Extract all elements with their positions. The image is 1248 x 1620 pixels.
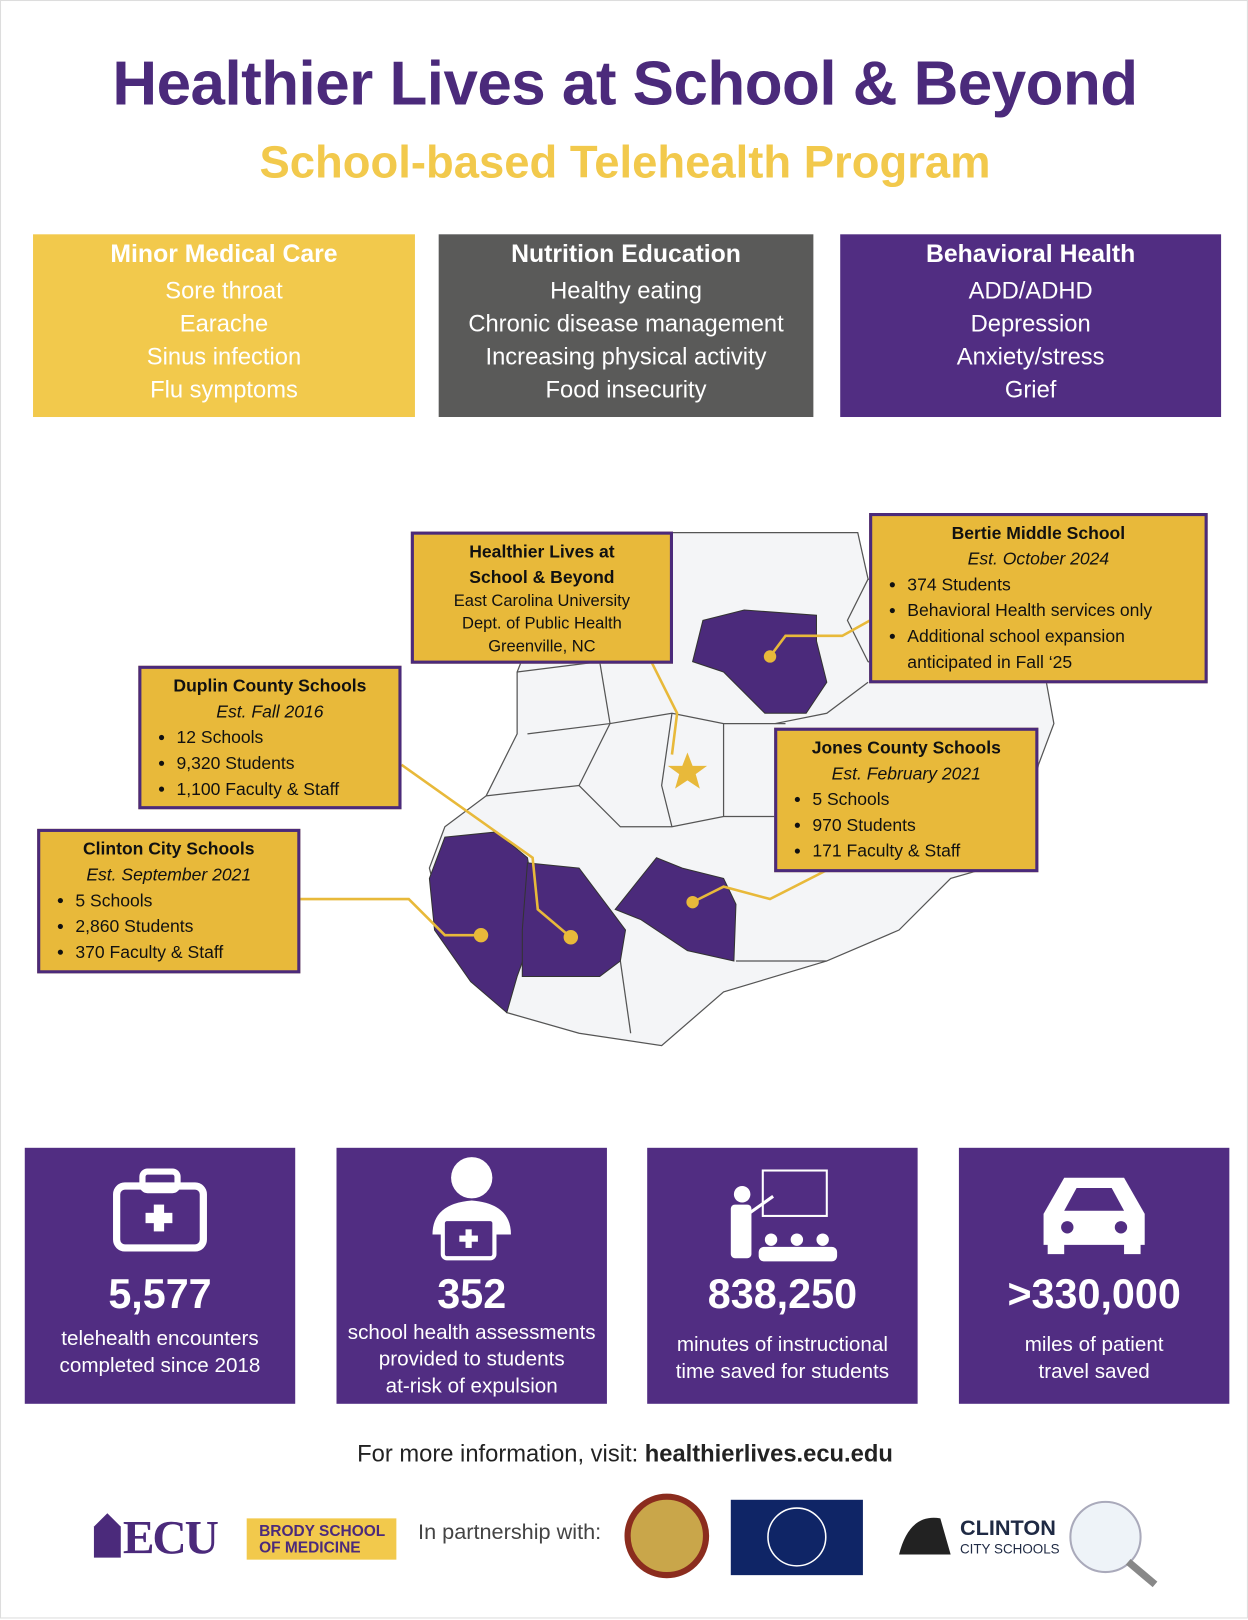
service-title: Behavioral Health <box>926 240 1136 269</box>
service-item: Increasing physical activity <box>485 342 767 370</box>
stat-icons <box>113 1157 1145 1262</box>
site-est: Est. Fall 2016 <box>216 701 324 722</box>
stat-label: provided to students <box>378 1348 565 1371</box>
service-item: Grief <box>1004 375 1057 403</box>
brody-text: OF MEDICINE <box>259 1539 361 1557</box>
clinton-sub: CITY SCHOOLS <box>959 1541 1060 1557</box>
service-title: Nutrition Education <box>511 240 741 269</box>
site-title: Clinton City Schools <box>82 839 255 859</box>
site-list: 5 Schools2,860 Students370 Faculty & Sta… <box>49 888 290 965</box>
stat-label: travel saved <box>1038 1360 1150 1384</box>
stat-label-block: telehealth encounters completed since 201… <box>25 1325 295 1379</box>
hub-line: East Carolina University <box>453 592 631 611</box>
title: Healthier Lives at School & Beyond <box>112 48 1138 118</box>
site-item: 5 Schools <box>812 787 1027 813</box>
site-title: Jones County Schools <box>811 738 1001 758</box>
site-item: 374 Students <box>907 572 1196 598</box>
logos <box>93 1493 1158 1588</box>
site-dots <box>473 650 777 945</box>
site-item: 2,860 Students <box>75 913 289 939</box>
brody-text: BRODY SCHOOL <box>259 1522 386 1541</box>
site-item: Behavioral Health services only <box>907 598 1196 624</box>
site-item: 5 Schools <box>75 888 289 914</box>
site-list: 5 Schools970 Students171 Faculty & Staff <box>786 787 1028 864</box>
info-line: For more information, visit: healthierli… <box>1 1440 1248 1468</box>
stat-label: minutes of instructional <box>676 1333 888 1357</box>
stat-value: 838,250 <box>707 1271 858 1318</box>
hub-title: School & Beyond <box>469 567 615 588</box>
service-item: Food insecurity <box>545 375 707 403</box>
stat-label: time saved for students <box>675 1360 890 1384</box>
site-callout: Jones County Schools Est. February 2021 5 … <box>774 727 1039 873</box>
stat-box: 838,250 minutes of instructional time save… <box>647 1147 918 1404</box>
site-list: 12 Schools9,320 Students1,100 Faculty & … <box>150 725 391 802</box>
stat-label: at-risk of expulsion <box>385 1374 558 1398</box>
hub-callout: Healthier Lives at School & Beyond East Ca… <box>410 531 673 664</box>
hub-line: Greenville, NC <box>488 637 596 656</box>
stat-label-block: minutes of instructional time saved for s… <box>647 1332 917 1386</box>
service-box: Behavioral Health ADD/ADHD Depression Anxie… <box>840 234 1222 418</box>
site-est: Est. September 2021 <box>86 864 252 885</box>
stat-label: miles of patient <box>1024 1333 1164 1357</box>
service-item: Sinus infection <box>146 342 302 370</box>
service-box: Minor Medical Care Sore throat Earache Sinu… <box>33 234 415 418</box>
info-url: healthierlives.ecu.edu <box>644 1439 893 1467</box>
site-item: 12 Schools <box>177 725 391 751</box>
site-list: 374 StudentsBehavioral Health services o… <box>880 572 1196 675</box>
service-item: Chronic disease management <box>468 309 784 337</box>
info-text: For more information, visit: <box>357 1439 639 1467</box>
stat-label: telehealth encounters <box>61 1327 259 1351</box>
stat-label: school health assessments <box>347 1321 596 1344</box>
service-box: Nutrition Education Healthy eating Chronic… <box>438 234 814 418</box>
clinton-text: CLINTON <box>959 1516 1056 1541</box>
service-item: Earache <box>179 309 269 337</box>
stat-value: >330,000 <box>1007 1271 1181 1318</box>
site-est: Est. February 2021 <box>831 763 981 784</box>
ecu-logo: ECU <box>122 1511 219 1564</box>
service-item: Depression <box>970 309 1091 337</box>
service-item: Flu symptoms <box>150 375 298 403</box>
service-item: Anxiety/stress <box>956 342 1105 370</box>
site-est: Est. October 2024 <box>967 549 1110 569</box>
service-item: Healthy eating <box>550 276 702 304</box>
site-callout: Bertie Middle School Est. October 2024 374… <box>869 513 1208 684</box>
stat-label-block: school health assessments provided to stu… <box>336 1319 606 1400</box>
stat-box: 352 school health assessments provided to … <box>336 1147 607 1404</box>
partnership-text: In partnership with: <box>418 1520 602 1545</box>
service-item: ADD/ADHD <box>968 276 1093 304</box>
hub-title: Healthier Lives at <box>469 541 615 562</box>
site-item: 970 Students <box>812 812 1027 838</box>
site-item: 9,320 Students <box>177 750 391 776</box>
site-item: 1,100 Faculty & Staff <box>177 776 391 802</box>
site-item: Additional school expansion anticipated … <box>907 623 1196 675</box>
site-title: Bertie Middle School <box>951 523 1126 543</box>
connectors <box>300 619 871 939</box>
stat-label-block: miles of patient travel saved <box>959 1332 1229 1386</box>
site-callout: Clinton City Schools Est. September 2021 5… <box>37 828 301 974</box>
site-title: Duplin County Schools <box>173 676 367 696</box>
site-item: 171 Faculty & Staff <box>812 838 1027 864</box>
hub-line: Dept. of Public Health <box>462 615 622 633</box>
stat-value: 5,577 <box>108 1271 212 1318</box>
service-item: Sore throat <box>165 276 283 304</box>
subtitle: School-based Telehealth Program <box>259 137 991 188</box>
site-callout: Duplin County Schools Est. Fall 2016 12 Sc… <box>138 665 402 810</box>
stat-value: 352 <box>437 1271 507 1318</box>
served-counties <box>428 609 828 1014</box>
site-item: 370 Faculty & Staff <box>75 939 289 965</box>
service-title: Minor Medical Care <box>110 240 338 269</box>
stat-label: completed since 2018 <box>59 1354 261 1377</box>
